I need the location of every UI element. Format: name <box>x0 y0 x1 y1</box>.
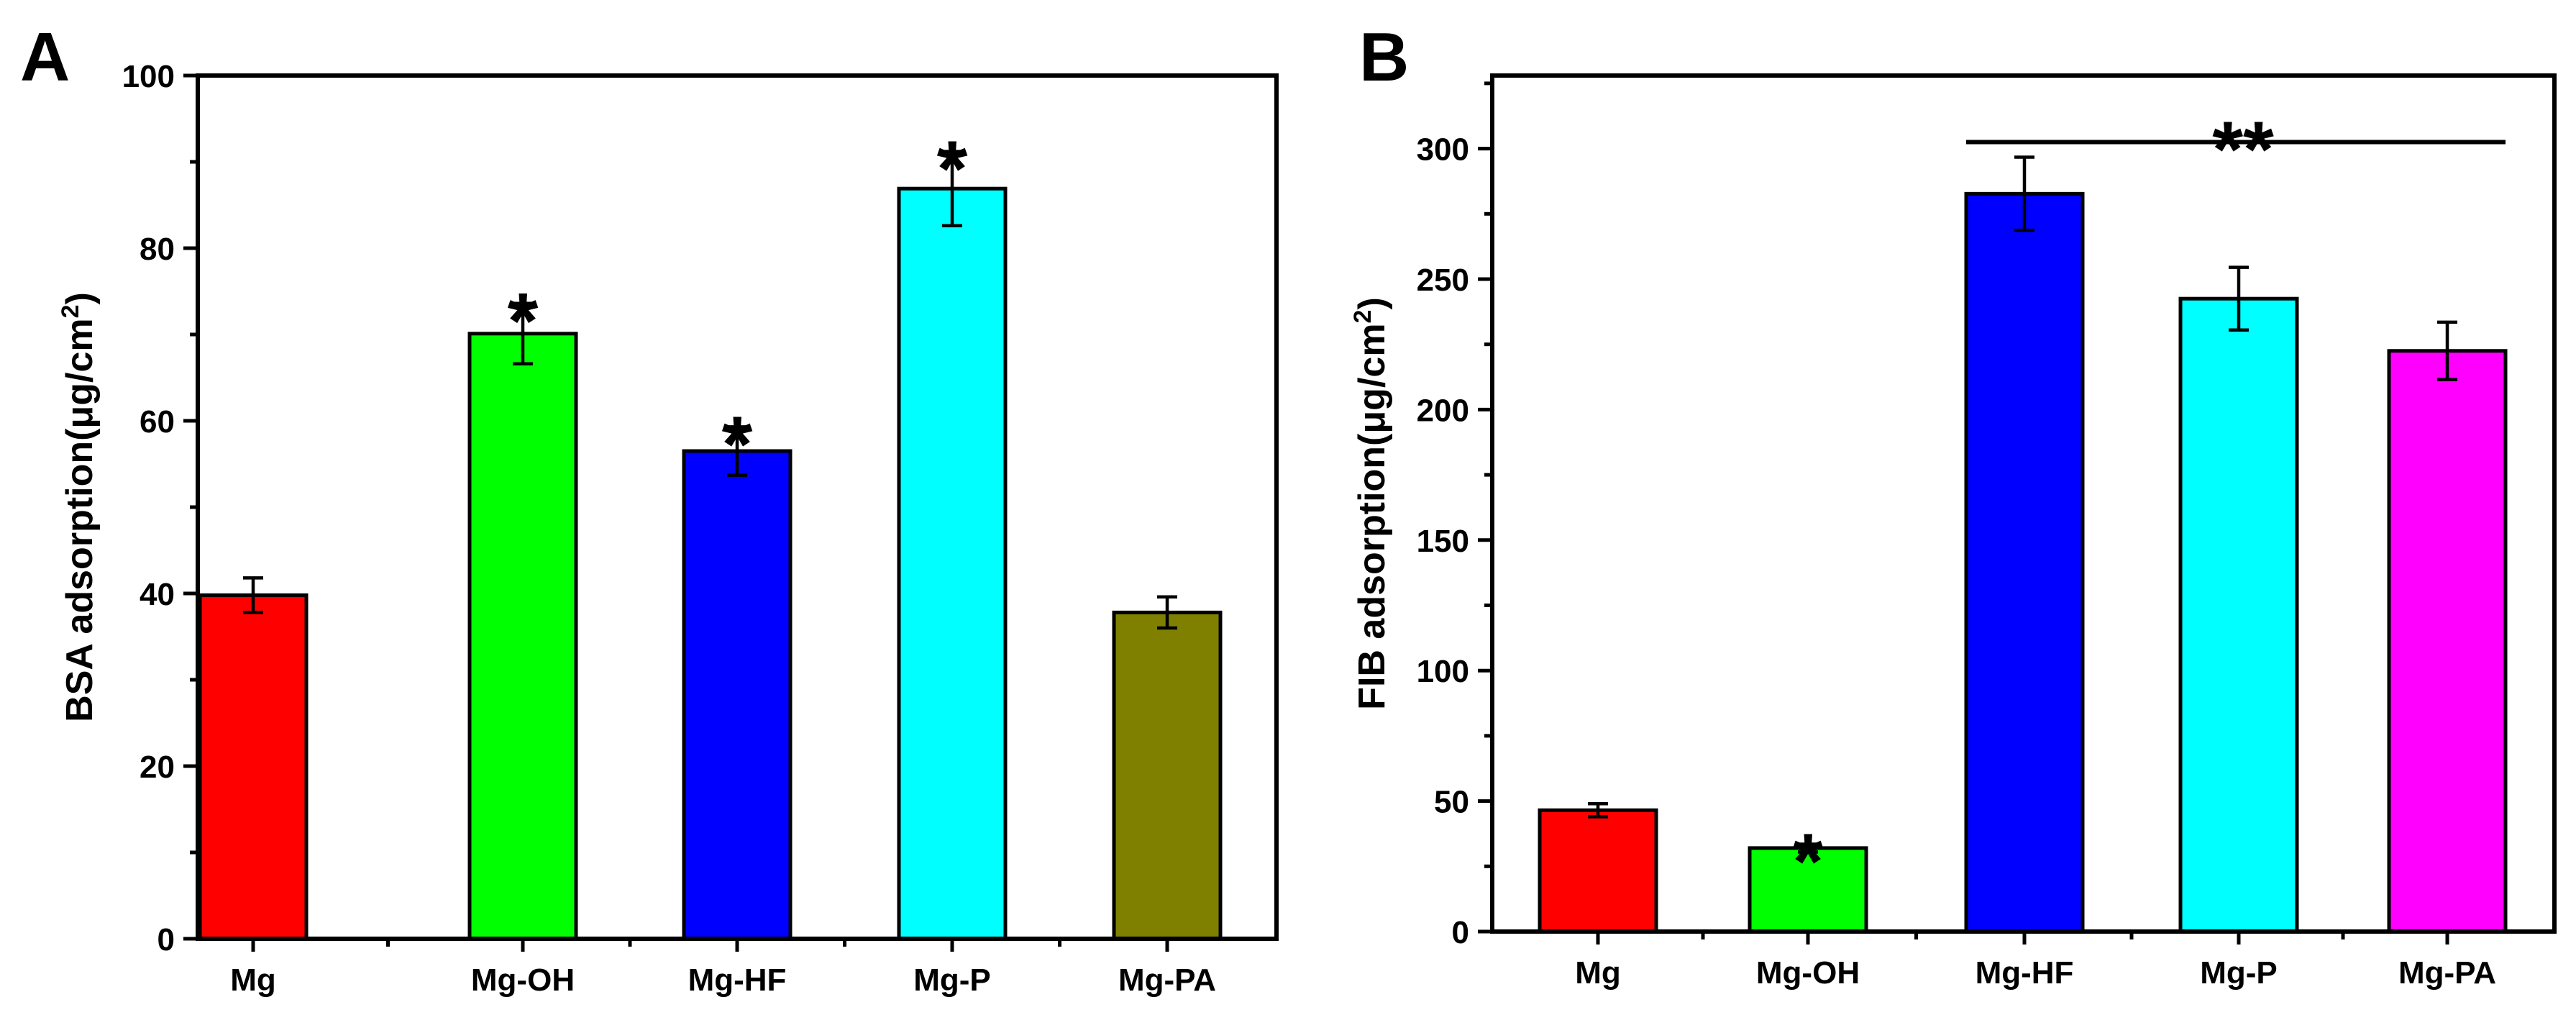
y-axis-title-superscript: 2 <box>57 304 84 318</box>
x-tick-label: Mg <box>1575 955 1621 991</box>
x-tick-label: Mg-OH <box>1756 955 1860 991</box>
y-tick-label: 0 <box>157 922 175 957</box>
panel-a-bsa-adsorption-chart: A * * * 0 20 40 60 80 100 Mg Mg-OH Mg-HF Mg-P Mg-PA BSA… <box>20 19 1279 998</box>
x-tick-label: Mg-HF <box>688 962 787 998</box>
panel-letter: B <box>1359 19 1409 96</box>
y-tick-label: 50 <box>1434 785 1469 820</box>
bar-mg-pa <box>2387 349 2508 934</box>
panel-letter: A <box>20 19 70 96</box>
bar-mg-p <box>2178 296 2299 934</box>
y-axis-title: FIB adsorption(μg/cm2) <box>1349 297 1393 710</box>
bar-mg-pa <box>1112 610 1223 941</box>
y-tick-label: 100 <box>122 59 175 94</box>
x-tick-label: Mg-HF <box>1976 955 2074 991</box>
bar-mg-p <box>897 186 1008 941</box>
significance-mark: * <box>508 277 539 365</box>
significance-mark: * <box>1793 817 1824 906</box>
y-axis-title-main: FIB adsorption(μg/cm <box>1351 323 1393 709</box>
x-tick-label: Mg-P <box>913 962 991 998</box>
y-axis-title-end: ) <box>59 292 101 304</box>
y-tick-label: 20 <box>140 750 175 785</box>
bar-mg-hf <box>1964 191 2085 934</box>
bar-mg-oh <box>1748 846 1868 934</box>
significance-mark: * <box>722 400 753 488</box>
y-tick-label: 150 <box>1417 524 1469 559</box>
y-axis-title-end: ) <box>1351 297 1393 309</box>
y-tick-label: 300 <box>1417 132 1469 168</box>
significance-mark: * <box>937 125 968 214</box>
y-tick-label: 80 <box>140 232 175 267</box>
y-tick-label: 40 <box>140 577 175 612</box>
bar-mg-hf <box>682 449 793 941</box>
bar-mg-oh <box>467 332 578 941</box>
x-tick-label: Mg <box>230 962 276 998</box>
y-tick-label: 100 <box>1417 654 1469 689</box>
x-tick-label: Mg-P <box>2200 955 2278 991</box>
y-tick-label: 0 <box>1452 915 1469 950</box>
x-tick-label: Mg-PA <box>1118 962 1216 998</box>
bar-mg <box>1538 808 1658 934</box>
y-axis-title-superscript: 2 <box>1349 310 1376 324</box>
y-axis-title-main: BSA adsorption(μg/cm <box>59 318 101 722</box>
y-tick-label: 250 <box>1417 263 1469 298</box>
y-tick-label: 60 <box>140 404 175 440</box>
significance-bracket-label: ** <box>2212 106 2274 194</box>
x-tick-label: Mg-OH <box>471 962 575 998</box>
x-tick-label: Mg-PA <box>2398 955 2496 991</box>
y-axis-title: BSA adsorption(μg/cm2) <box>57 292 101 722</box>
y-tick-label: 200 <box>1417 393 1469 428</box>
bar-mg <box>198 593 309 941</box>
